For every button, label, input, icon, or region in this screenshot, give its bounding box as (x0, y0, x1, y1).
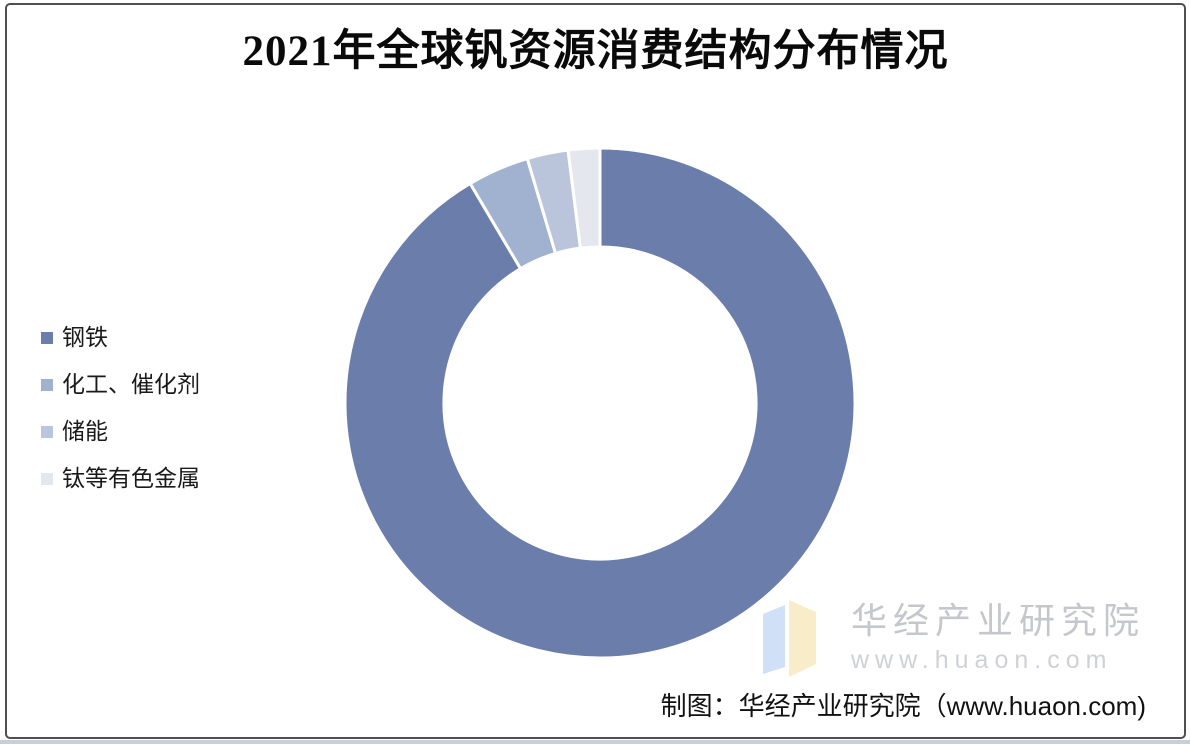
legend-swatch-chemical (41, 379, 53, 391)
page-bottom-strip (0, 740, 1190, 744)
source-caption: 制图：华经产业研究院（www.huaon.com) (660, 691, 1146, 721)
legend-label-steel: 钢铁 (62, 324, 108, 350)
watermark: 华经产业研究院 www.huaon.com (763, 600, 1145, 680)
legend-item-storage: 储能 (41, 419, 200, 444)
watermark-url: www.huaon.com (851, 646, 1113, 674)
legend-item-chemical: 化工、催化剂 (41, 372, 200, 397)
watermark-name: 华经产业研究院 (851, 600, 1146, 641)
legend-item-titanium: 钛等有色金属 (41, 466, 200, 491)
donut-slice-3 (566, 146, 602, 250)
legend-swatch-storage (41, 426, 53, 438)
watermark-text: 华经产业研究院 www.huaon.com (851, 600, 1145, 675)
legend-swatch-steel (41, 332, 53, 344)
legend-swatch-titanium (41, 473, 53, 485)
legend: 钢铁 化工、催化剂 储能 钛等有色金属 (41, 325, 200, 513)
legend-item-steel: 钢铁 (41, 325, 200, 350)
legend-label-chemical: 化工、催化剂 (62, 371, 200, 397)
donut-chart (343, 146, 857, 660)
huaon-logo-icon (763, 600, 816, 677)
chart-canvas: 2021年全球钒资源消费结构分布情况 钢铁 化工、催化剂 储能 钛等有色金属 华… (5, 3, 1186, 739)
legend-label-titanium: 钛等有色金属 (62, 465, 200, 491)
donut-slice-0 (343, 146, 857, 660)
legend-label-storage: 储能 (62, 418, 108, 444)
chart-title: 2021年全球钒资源消费结构分布情况 (242, 28, 949, 75)
